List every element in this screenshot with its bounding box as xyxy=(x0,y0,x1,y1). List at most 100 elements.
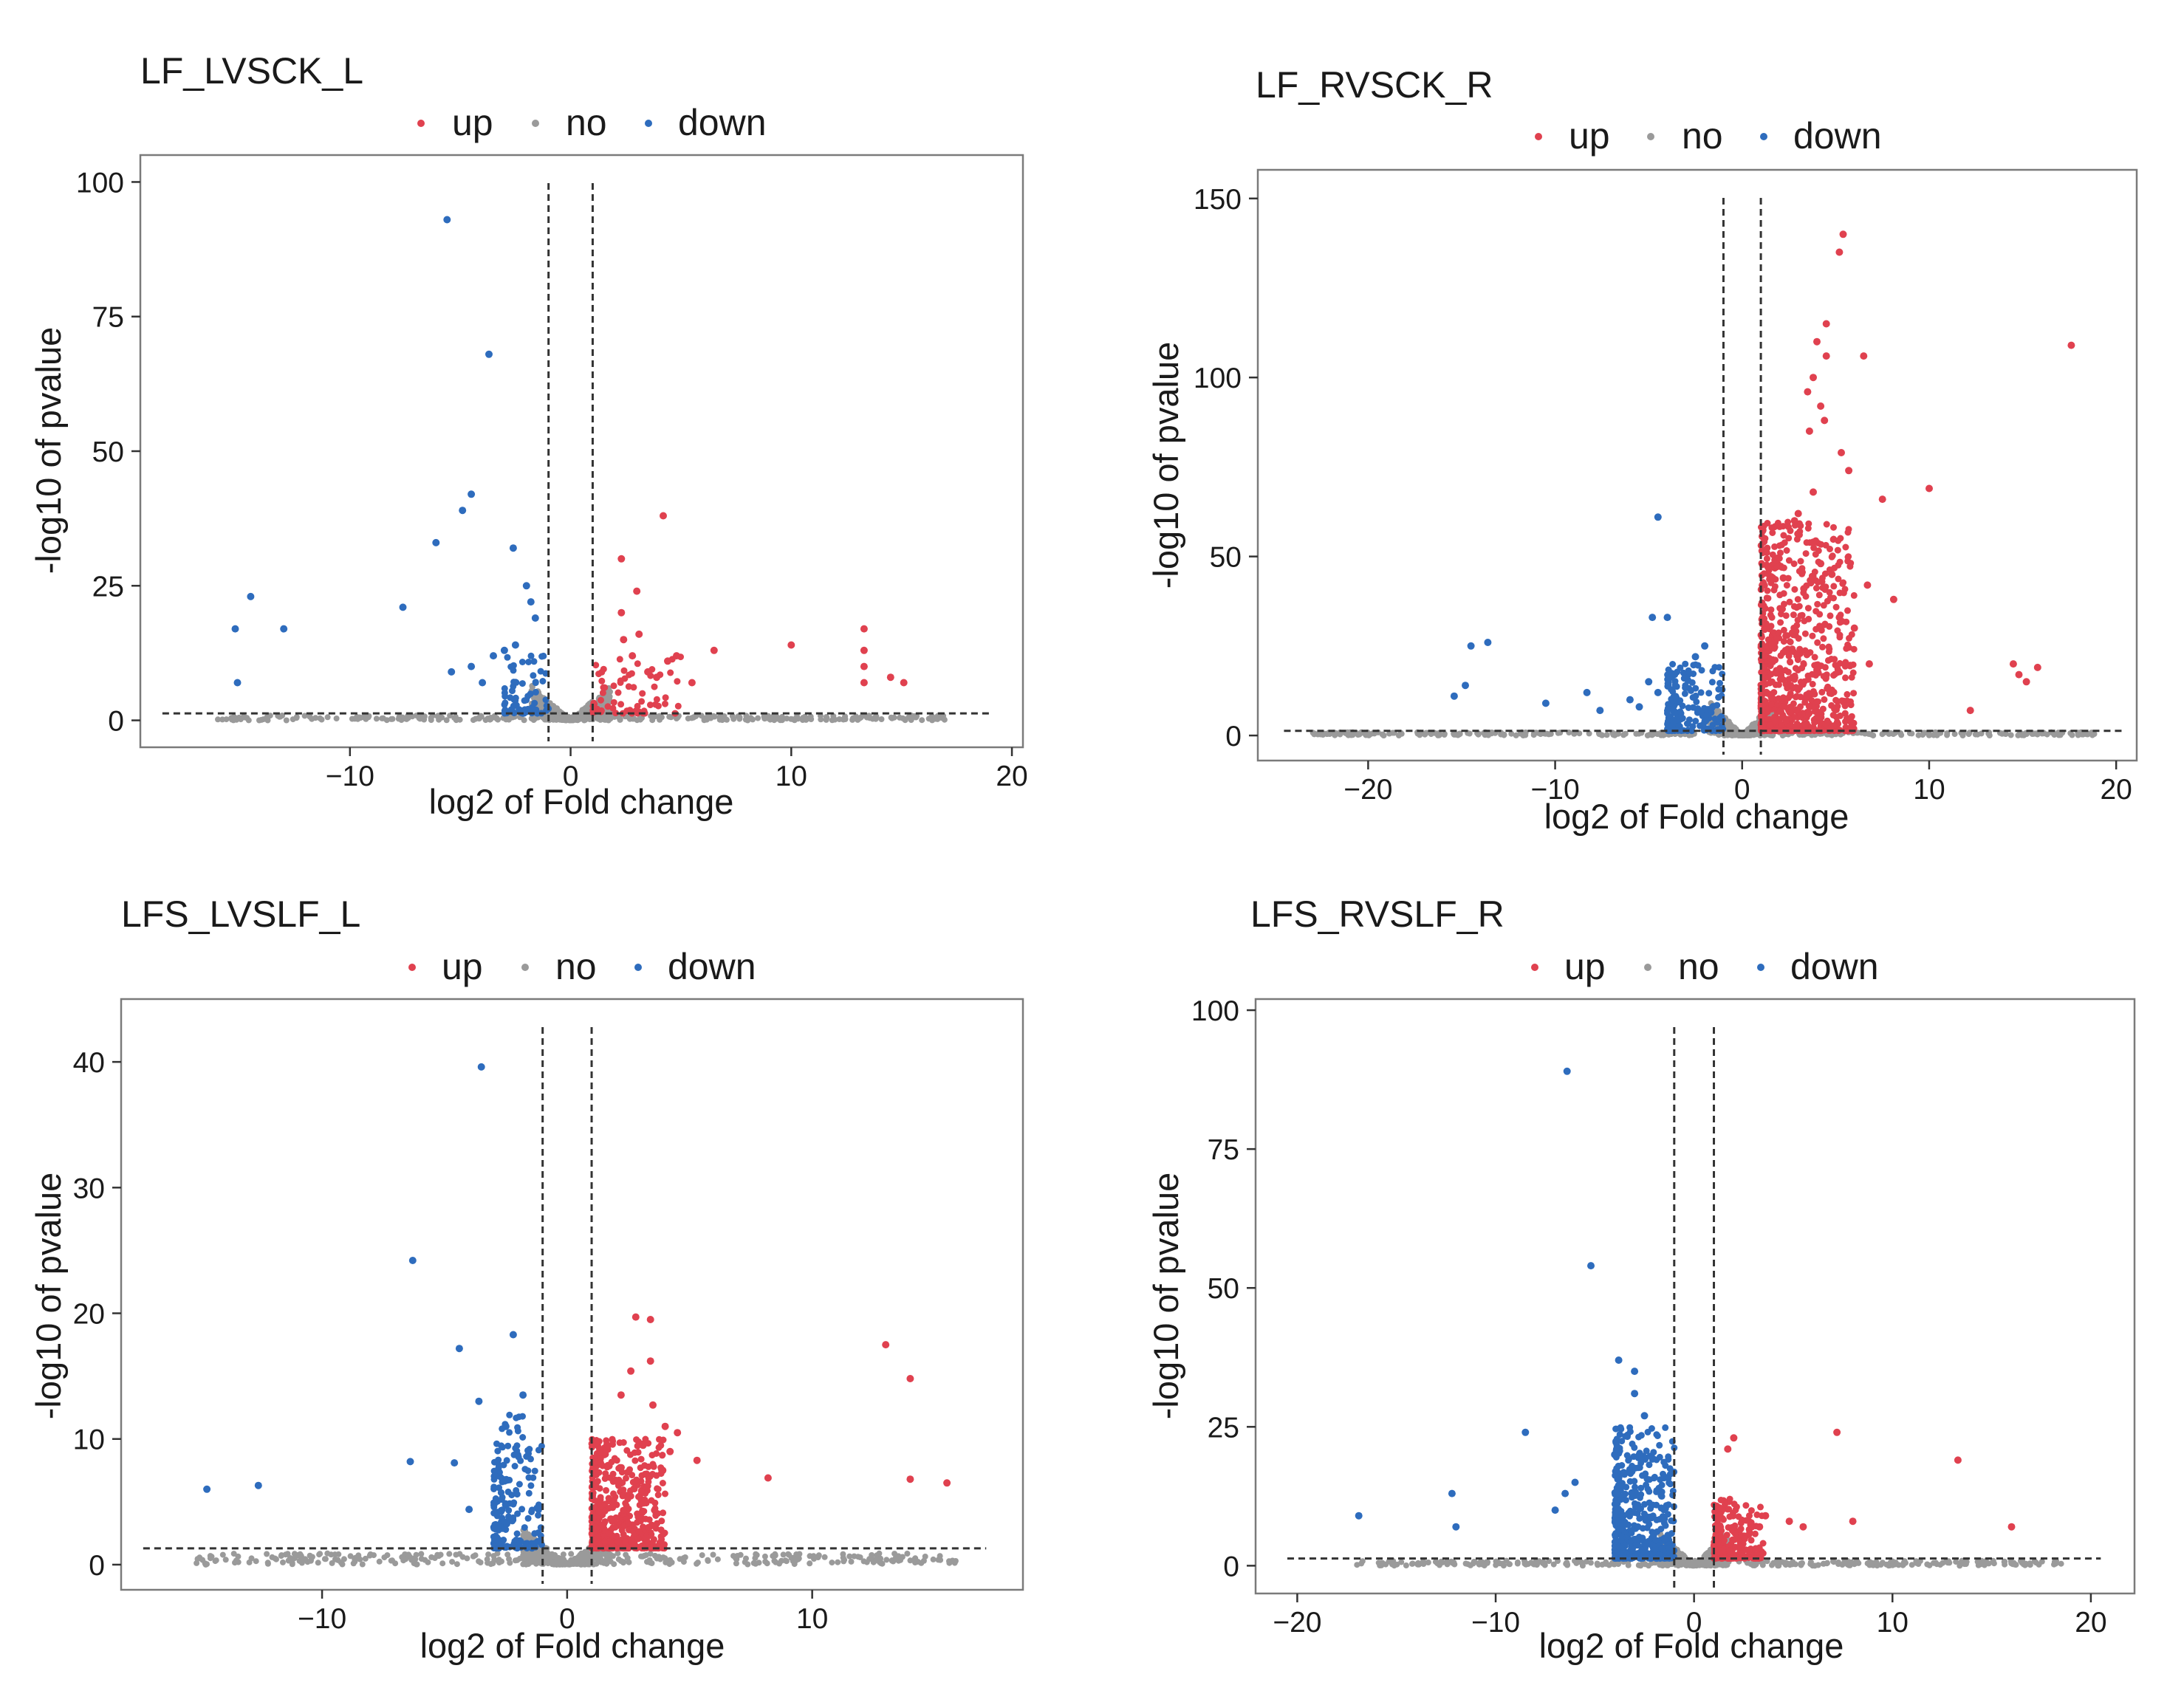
point-up xyxy=(1842,674,1849,682)
point-no xyxy=(215,716,221,723)
point-down xyxy=(500,646,508,654)
point-up xyxy=(1811,690,1818,698)
point-up xyxy=(1829,552,1836,560)
point-down xyxy=(534,710,541,717)
point-up xyxy=(674,678,681,685)
point-no xyxy=(710,1551,716,1558)
point-down xyxy=(231,625,239,633)
point-no xyxy=(925,716,932,722)
point-up xyxy=(1787,527,1794,535)
point-up xyxy=(1805,520,1812,527)
point-down xyxy=(510,710,518,717)
point-no xyxy=(491,713,498,719)
point-down xyxy=(1671,708,1679,716)
point-up xyxy=(624,1495,631,1502)
point-no xyxy=(651,713,658,720)
point-up xyxy=(886,673,894,682)
point-up xyxy=(638,698,646,705)
point-no xyxy=(1696,1560,1702,1567)
point-no xyxy=(647,1551,654,1557)
point-up xyxy=(660,1531,667,1538)
legend: up no down xyxy=(1531,946,1879,987)
point-no xyxy=(630,716,637,721)
point-up xyxy=(1796,528,1804,535)
point-no xyxy=(603,1560,610,1567)
point-up xyxy=(1782,717,1790,724)
point-up xyxy=(1836,558,1844,566)
point-down xyxy=(509,1331,517,1339)
point-no xyxy=(1320,732,1327,738)
point-no xyxy=(877,1560,884,1566)
point-up xyxy=(1794,617,1801,624)
point-no xyxy=(818,713,824,719)
point-down xyxy=(513,1486,520,1494)
point-no xyxy=(1642,1561,1649,1568)
point-up xyxy=(642,1515,649,1523)
point-up xyxy=(644,1483,651,1489)
point-down xyxy=(503,1457,510,1464)
point-up xyxy=(599,689,606,696)
point-down xyxy=(509,1517,516,1525)
point-up xyxy=(1805,710,1812,718)
point-down xyxy=(506,1411,513,1418)
point-no xyxy=(428,1554,435,1560)
point-up xyxy=(1790,611,1797,619)
point-up xyxy=(674,702,682,710)
point-no xyxy=(403,716,410,722)
point-no xyxy=(456,1551,463,1557)
point-no xyxy=(1586,730,1592,737)
point-up xyxy=(1827,612,1834,620)
x-axis-label: log2 of Fold change xyxy=(1544,797,1849,836)
legend-label-down: down xyxy=(668,946,756,987)
point-up xyxy=(1810,544,1818,552)
point-no xyxy=(1728,732,1734,738)
point-up xyxy=(610,699,617,706)
point-up xyxy=(1835,575,1842,583)
point-no xyxy=(878,716,885,722)
point-no xyxy=(849,716,856,723)
point-no xyxy=(1380,733,1387,738)
point-up xyxy=(860,625,868,633)
y-tick-label: 40 xyxy=(73,1047,105,1079)
point-up xyxy=(688,679,696,687)
legend-key-down xyxy=(634,964,642,971)
point-down xyxy=(1689,704,1697,711)
point-up xyxy=(601,1538,609,1545)
point-no xyxy=(373,716,380,722)
point-up xyxy=(1814,639,1821,646)
point-up xyxy=(615,689,622,696)
point-no xyxy=(1603,732,1610,738)
point-down xyxy=(517,1457,524,1464)
point-no xyxy=(514,1557,521,1563)
point-no xyxy=(1522,732,1529,738)
point-no xyxy=(528,1559,535,1565)
point-no xyxy=(1874,1562,1880,1569)
point-no xyxy=(876,1550,883,1557)
point-no xyxy=(1978,730,1985,737)
plot-frame xyxy=(139,154,1024,749)
point-up xyxy=(2067,341,2075,349)
point-no xyxy=(328,1551,335,1558)
point-down xyxy=(528,1506,535,1514)
point-up xyxy=(643,1534,650,1541)
point-up xyxy=(649,1401,657,1409)
point-no xyxy=(1915,1561,1922,1567)
point-up xyxy=(1793,651,1801,657)
point-no xyxy=(544,1550,551,1556)
point-up xyxy=(1816,622,1824,630)
point-up xyxy=(653,1450,660,1457)
point-no xyxy=(453,717,459,724)
legend: up no down xyxy=(417,102,767,143)
point-up xyxy=(628,670,635,677)
point-up xyxy=(1832,603,1840,611)
point-up xyxy=(598,668,606,676)
point-up xyxy=(1764,564,1772,572)
point-down xyxy=(502,699,509,707)
point-no xyxy=(1517,730,1524,737)
point-no xyxy=(753,1551,760,1558)
point-down xyxy=(490,652,497,660)
point-down xyxy=(507,694,514,701)
point-up xyxy=(1805,427,1813,435)
point-down xyxy=(408,1257,417,1264)
point-no xyxy=(1677,1551,1683,1558)
